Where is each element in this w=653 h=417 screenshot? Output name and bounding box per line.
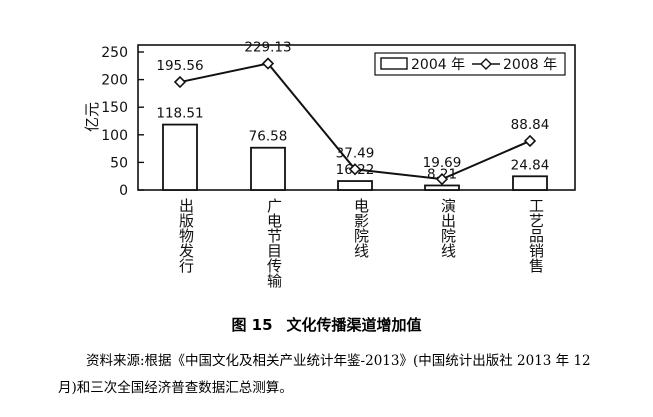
bar-2004 [162,123,198,191]
figure-title: 文化传播渠道增加值 [286,316,422,334]
line-value-label: 229.13 [244,40,291,56]
y-tick-label: 0 [119,183,128,199]
bar-value-label: 24.84 [511,157,550,173]
x-category-label: 电影院线 [352,198,370,258]
x-category-label: 出版物发行 [177,198,195,274]
x-category-label: 广电节目传输 [265,198,283,288]
legend-swatch-2004 [380,57,408,70]
x-category-label: 工艺品销售 [527,198,545,273]
bar-2004 [424,184,460,191]
line-point-2008 [435,172,449,186]
bar-2004 [250,146,286,191]
line-series-2008: 195.56 229.13 37.49 19.69 88.84 [156,40,550,186]
legend-label-2004: 2004 年 [411,57,465,73]
legend-box [374,52,566,76]
legend-label-2008: 2008 年 [503,57,557,73]
y-axis-label: 亿元 [83,102,101,132]
line-value-label: 19.69 [423,155,462,171]
x-axis-labels: 出版物发行 广电节目传输 电影院线 演出院线 工艺品销售 [177,198,545,288]
line-point-2008 [261,57,275,70]
line-value-label: 88.84 [511,117,550,133]
line-point-2008 [348,163,362,176]
bar-2004 [512,175,548,191]
line-point-2008 [173,75,187,89]
figure-number: 图 15 [231,316,273,334]
bar-value-label: 118.51 [156,106,203,122]
y-axis: 0 50 100 150 200 250 [101,45,144,199]
bar-value-label: 76.58 [249,129,288,145]
legend-swatch-2008-marker [480,58,492,70]
figure-caption: 图 15 文化传播渠道增加值 [0,314,653,335]
y-tick-label: 250 [101,45,128,61]
line-value-label: 37.49 [336,145,375,161]
y-tick-label: 100 [101,128,128,144]
line-value-label: 195.56 [156,58,203,74]
y-tick-label: 150 [101,100,128,116]
y-tick-label: 200 [101,73,128,89]
bar-2004 [337,180,373,191]
line-point-2008 [523,134,537,148]
source-note: 资料来源:根据《中国文化及相关产业统计年鉴-2013》(中国统计出版社 2013… [58,353,591,396]
legend: 2004 年 2008 年 [374,52,566,76]
y-tick-label: 50 [110,155,128,171]
x-category-label: 演出院线 [439,198,457,258]
